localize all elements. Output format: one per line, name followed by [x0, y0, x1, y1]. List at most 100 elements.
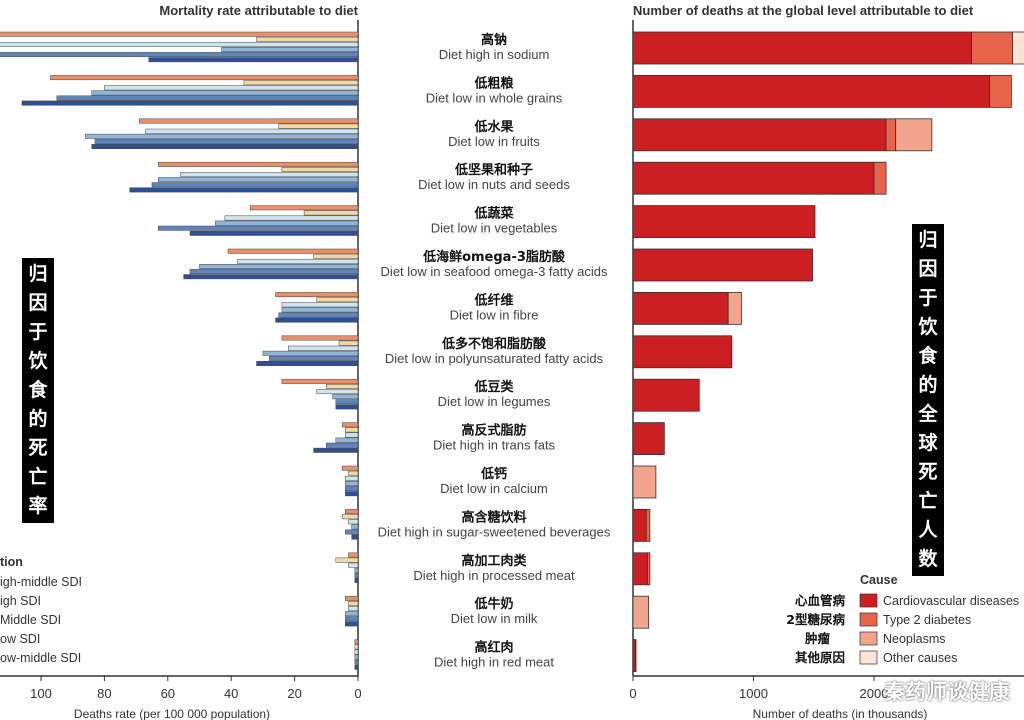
left-bar	[256, 361, 359, 366]
legend-en-other: Other causes	[883, 651, 957, 665]
risk-label-en: Diet low in seafood omega-3 fatty acids	[381, 264, 608, 279]
risk-label-en: Diet low in fruits	[448, 134, 540, 149]
left-bar	[338, 340, 359, 346]
risk-label-en: Diet high in sodium	[439, 47, 550, 62]
risk-label-en: Diet high in sugar-sweetened beverages	[378, 524, 611, 539]
caption-char: 归	[918, 229, 938, 251]
left-bar	[91, 144, 359, 149]
axis-ticks-group: 100 80 60 40 20 0 0 1000 2000	[30, 676, 888, 701]
right-tick-label: 0	[629, 686, 636, 701]
left-bar	[351, 534, 359, 540]
left-bar	[158, 225, 359, 231]
left-bar	[326, 442, 359, 448]
legend-swatch-other	[859, 650, 878, 665]
right-tick-label: 2000	[860, 686, 889, 701]
right-bar-segment	[632, 161, 875, 195]
left-bar	[21, 100, 359, 106]
caption-char: 饮	[918, 316, 938, 338]
legend-cn-diabetes: 2型糖尿病	[786, 612, 845, 627]
left-tick-label: 40	[224, 686, 238, 701]
risk-label-cn: 低钙	[480, 466, 507, 482]
caption-char: 的	[28, 408, 48, 430]
left-bar	[345, 491, 359, 497]
left-bar	[275, 292, 359, 298]
left-bar	[332, 394, 359, 400]
left-bar	[0, 52, 359, 58]
left-bar	[345, 427, 359, 433]
right-bar-segment	[632, 118, 887, 152]
right-bar-segment	[873, 161, 887, 195]
risk-label-cn: 高钠	[481, 32, 507, 48]
left-bar	[237, 258, 359, 264]
left-legend: tion igh-middle SDI igh SDI Middle SDI o…	[0, 555, 82, 665]
risk-label-cn: 高红肉	[474, 640, 513, 656]
left-bar	[180, 172, 359, 178]
left-bar	[268, 355, 359, 361]
caption-char: 的	[918, 374, 938, 396]
left-bar	[335, 557, 359, 563]
left-vertical-caption: 归因于饮食的死亡率	[22, 258, 54, 523]
caption-char: 全	[918, 403, 938, 425]
left-bar	[288, 345, 359, 351]
left-bar	[348, 519, 359, 525]
left-bar	[354, 572, 359, 578]
left-chart-title: Mortality rate attributable to diet	[159, 3, 358, 18]
risk-label-cn: 低海鲜omega-3脂肪酸	[422, 249, 566, 265]
left-bar	[303, 210, 359, 216]
right-bar-segment	[632, 291, 729, 325]
right-bar-segment	[632, 552, 648, 586]
caption-char: 因	[918, 258, 938, 280]
caption-char: 因	[28, 292, 48, 314]
left-bar	[335, 437, 359, 443]
left-bar	[281, 307, 359, 313]
right-bar-segment	[632, 335, 733, 369]
left-bar	[345, 611, 359, 617]
left-bar	[316, 297, 359, 303]
right-bar-segment	[632, 465, 657, 499]
left-bar	[354, 639, 359, 645]
risk-label-cn: 高含糖饮料	[461, 509, 526, 525]
caption-char: 食	[28, 379, 48, 401]
caption-char: 死	[28, 437, 48, 459]
left-bar	[313, 253, 359, 259]
risk-label-en: Diet high in red meat	[434, 655, 554, 670]
risk-label-cn: 低坚果和种子	[454, 162, 533, 178]
left-bar	[345, 486, 359, 492]
left-bar	[335, 404, 359, 410]
left-bar	[345, 595, 359, 601]
right-bar-segment	[645, 508, 651, 542]
left-tick-label: 100	[30, 686, 52, 701]
left-legend-item-low: ow SDI	[0, 632, 40, 646]
caption-char: 率	[28, 495, 48, 517]
left-bar	[341, 422, 359, 428]
left-bar	[256, 36, 359, 42]
legend-swatch-diabetes	[859, 612, 878, 627]
legend-en-neoplasms: Neoplasms	[883, 632, 946, 646]
right-vertical-caption: 归因于饮食的全球死亡人数	[912, 224, 944, 576]
left-bar	[281, 335, 359, 341]
right-bar-segment	[989, 75, 1012, 108]
left-tick-label: 0	[354, 686, 361, 701]
right-bar-segment	[632, 205, 816, 239]
left-bar	[148, 57, 359, 63]
risk-label-cn: 低豆类	[473, 379, 514, 395]
left-bar	[249, 205, 359, 211]
left-legend-item-high-middle: igh-middle SDI	[0, 575, 82, 589]
left-bar	[199, 264, 359, 269]
left-bar	[313, 447, 359, 453]
right-bar-segment	[632, 75, 991, 108]
left-bar	[91, 90, 359, 96]
left-bar	[158, 177, 359, 183]
right-bar-segment	[632, 248, 813, 282]
right-bar-segment	[1012, 31, 1024, 65]
right-tick-label: 1000	[739, 686, 768, 701]
risk-label-en: Diet low in nuts and seeds	[418, 177, 570, 192]
left-bar	[354, 578, 359, 583]
left-tick-label: 60	[161, 686, 175, 701]
left-bars-group	[0, 31, 359, 670]
left-bar	[345, 432, 359, 438]
right-bar-segment	[895, 118, 933, 152]
left-x-axis-label: Deaths rate (per 100 000 population)	[74, 707, 270, 720]
left-bar	[354, 567, 359, 573]
